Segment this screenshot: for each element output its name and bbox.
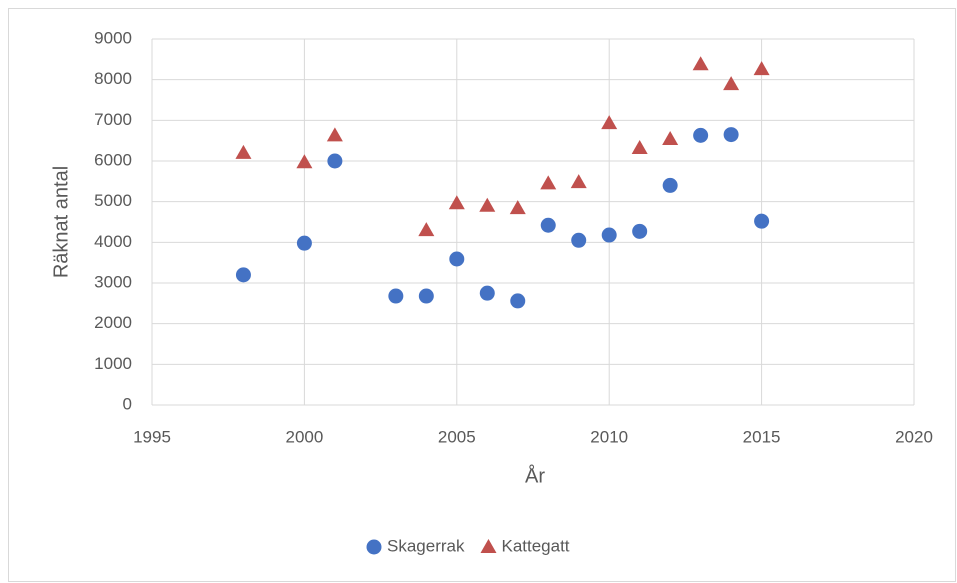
x-tick-label: 2005 <box>438 427 476 446</box>
data-point <box>571 232 587 248</box>
x-tick-label: 2015 <box>743 427 781 446</box>
legend-marker <box>366 539 382 555</box>
data-point <box>235 144 252 159</box>
data-point <box>692 56 709 71</box>
data-point <box>479 197 496 212</box>
data-point <box>327 153 343 169</box>
x-tick-label: 2020 <box>895 427 933 446</box>
x-tick-label: 2010 <box>590 427 628 446</box>
y-tick-label: 2000 <box>94 313 132 332</box>
data-point <box>296 235 312 251</box>
y-axis-label: Räknat antal <box>50 166 72 278</box>
data-point <box>631 139 648 154</box>
legend-marker <box>480 539 497 553</box>
data-point <box>662 177 678 193</box>
y-tick-label: 7000 <box>94 110 132 129</box>
data-point <box>509 200 526 215</box>
y-tick-label: 4000 <box>94 232 132 251</box>
data-point <box>448 195 465 210</box>
data-point <box>754 213 770 229</box>
data-point <box>723 127 739 143</box>
data-point <box>601 115 618 130</box>
data-point <box>388 288 404 304</box>
data-point <box>540 175 557 190</box>
x-tick-label: 1995 <box>133 427 171 446</box>
y-tick-label: 1000 <box>94 354 132 373</box>
data-point <box>449 251 465 267</box>
y-tick-label: 6000 <box>94 150 132 169</box>
data-point <box>601 227 617 243</box>
data-point <box>510 293 526 309</box>
x-axis-label: År <box>525 464 545 487</box>
data-point <box>632 223 648 239</box>
y-tick-label: 0 <box>123 394 132 413</box>
data-point <box>418 288 434 304</box>
y-tick-label: 8000 <box>94 69 132 88</box>
y-tick-label: 5000 <box>94 191 132 210</box>
legend-label: Skagerrak <box>387 536 465 555</box>
y-tick-label: 3000 <box>94 272 132 291</box>
y-tick-label: 9000 <box>94 28 132 47</box>
data-point <box>296 154 313 169</box>
data-point <box>753 61 770 76</box>
data-point <box>540 217 556 233</box>
data-point <box>235 267 251 283</box>
data-point <box>693 127 709 143</box>
data-point <box>479 285 495 301</box>
x-tick-label: 2000 <box>285 427 323 446</box>
data-point <box>570 174 587 189</box>
legend-label: Kattegatt <box>501 536 569 555</box>
data-point <box>326 127 343 142</box>
data-point <box>418 222 435 237</box>
data-point <box>662 131 679 146</box>
data-point <box>723 76 740 91</box>
